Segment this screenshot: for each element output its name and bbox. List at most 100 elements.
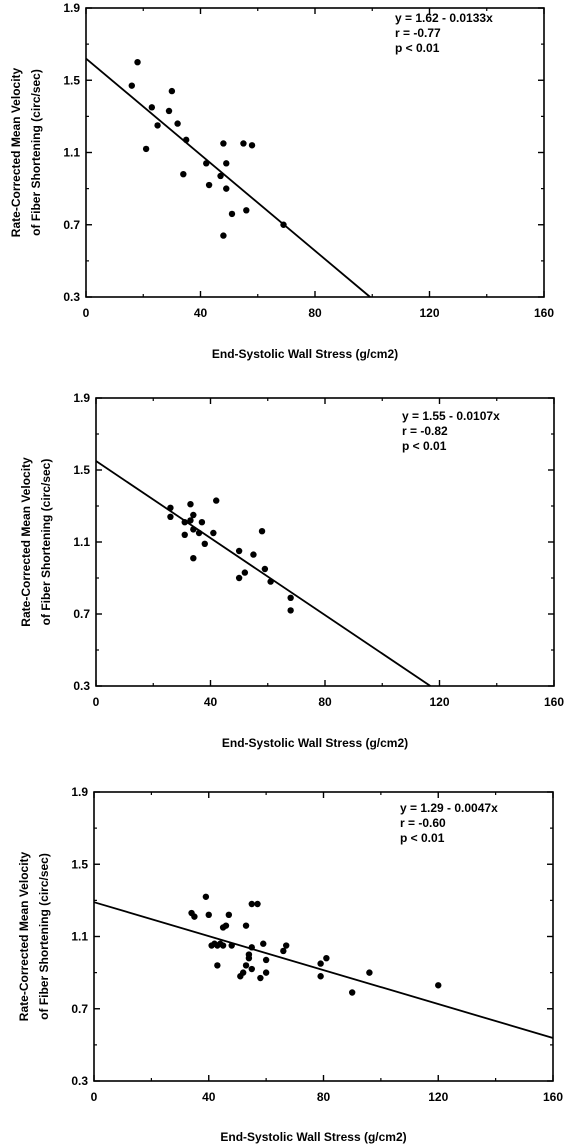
data-point [228,210,236,218]
data-point [205,181,213,189]
regression-annotation: r = -0.60 [400,816,446,830]
data-point [203,160,210,167]
y-tick-label: 0.7 [63,218,80,232]
y-tick-label: 1.1 [71,930,88,944]
y-axis-label: of Fiber Shortening (circ/sec) [29,69,43,236]
regression-annotation: r = -0.77 [395,26,441,40]
data-point [248,142,256,149]
x-tick-label: 40 [202,1090,216,1104]
data-point [214,962,221,969]
data-point [181,531,188,538]
x-axis-label: End-Systolic Wall Stress (g/cm2) [212,347,398,361]
data-point [287,607,294,614]
regression-annotation: r = -0.82 [402,424,448,438]
x-tick-label: 80 [318,695,332,709]
scatter-panel-1: 0 40 80 120 160 0.3 0.7 1.1 1.5 1.9 y = 1.62 - 0.0… [9,1,554,361]
regression-annotation: p < 0.01 [400,831,445,845]
y-axis-label: Rate-Corrected Mean Velocity [9,67,23,237]
data-point [219,942,227,949]
data-point [217,172,224,180]
data-point [168,87,176,95]
data-point [235,547,243,555]
x-tick-label: 40 [204,695,218,709]
data-point [280,221,287,228]
data-point [182,136,190,144]
y-tick-label: 1.9 [73,391,90,405]
data-point [181,519,188,526]
y-axis-label: Rate-Corrected Mean Velocity [17,851,31,1021]
scatter-panel-3: 0 40 80 120 160 0.3 0.7 1.1 1.5 1.9 y = 1.29 - 0.0… [17,785,563,1144]
scatter-panel-2: 0 40 80 120 160 0.3 0.7 1.1 1.5 1.9 y = 1.55 - 0.0… [19,391,564,750]
y-tick-label: 0.3 [71,1074,88,1088]
regression-line [95,460,431,687]
data-point [222,922,230,929]
y-tick-label: 0.7 [71,1002,88,1016]
x-tick-label: 160 [544,695,564,709]
data-point [243,207,250,214]
x-tick-label: 0 [91,1090,98,1104]
data-point [134,58,141,66]
data-point [254,900,261,908]
regression-annotation: p < 0.01 [402,439,447,453]
data-point [250,551,257,558]
data-point [213,497,220,504]
y-axis-label: of Fiber Shortening (circ/sec) [37,853,51,1020]
data-point [198,519,206,526]
data-point [261,565,269,573]
y-tick-label: 1.5 [71,857,88,871]
data-point [142,145,150,153]
regression-annotation: y = 1.29 - 0.0047x [400,801,498,815]
data-point [283,942,290,949]
data-point [240,140,247,147]
data-point [348,989,356,996]
plot-frame [93,791,554,1082]
data-point [242,962,250,969]
data-point [317,960,324,967]
data-point [174,120,181,127]
data-point [148,104,156,111]
data-point [323,954,330,962]
data-point [317,973,324,980]
data-point [366,969,373,976]
data-point [190,555,197,562]
y-tick-label: 1.5 [73,463,90,477]
x-tick-label: 80 [317,1090,331,1104]
data-point [191,913,198,920]
data-point [248,944,255,951]
data-point [167,504,174,511]
data-point [248,965,255,973]
data-point [267,578,274,585]
regression-annotation: y = 1.62 - 0.0133x [395,11,493,25]
y-tick-label: 1.1 [63,146,80,160]
y-axis-label: of Fiber Shortening (circ/sec) [39,459,53,626]
data-point [154,122,161,129]
data-point [167,513,174,520]
plot-frame [85,7,545,298]
data-point [242,922,250,929]
x-tick-label: 40 [194,306,208,320]
data-point [180,170,187,178]
data-point [205,911,212,919]
data-point [220,140,227,147]
data-point [225,911,233,919]
data-point [165,107,173,115]
data-point [187,501,194,508]
x-axis-label: End-Systolic Wall Stress (g/cm2) [222,736,408,750]
y-tick-label: 1.1 [73,535,90,549]
data-point [202,893,210,900]
y-tick-label: 0.3 [73,679,90,693]
x-tick-label: 120 [419,306,439,320]
x-axis-label: End-Systolic Wall Stress (g/cm2) [220,1130,406,1144]
data-point [228,942,235,949]
regression-annotation: p < 0.01 [395,41,440,55]
x-tick-label: 160 [534,306,554,320]
y-tick-label: 1.9 [63,1,80,15]
data-point [287,594,294,601]
x-tick-label: 0 [83,306,90,320]
data-point [195,529,203,537]
data-point [235,574,243,582]
data-point [239,969,247,976]
data-point [245,954,253,962]
data-point [248,900,255,908]
data-point [210,529,217,537]
